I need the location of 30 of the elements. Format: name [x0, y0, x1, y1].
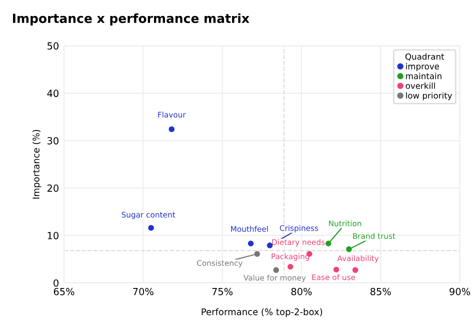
y-axis-title: Importance (%) [32, 130, 42, 199]
point [346, 246, 352, 252]
y-tick-label: 50 [48, 42, 58, 50]
legend-label: maintain [406, 72, 442, 80]
point [273, 267, 280, 273]
point [352, 267, 358, 273]
x-axis-title: Performance (% top-2-box) [202, 308, 322, 317]
point [254, 251, 260, 257]
x-tick-label: 75% [212, 288, 233, 296]
y-tick-label: 40 [47, 90, 58, 98]
y-tick-label: 10 [48, 232, 58, 240]
y-tick-label: 30 [48, 137, 58, 144]
legend-label: improve [406, 63, 440, 72]
x-tick-label: 65% [54, 288, 74, 296]
point [168, 126, 175, 132]
x-tick-label: 80% [291, 288, 312, 296]
y-tick-label: 20 [47, 184, 58, 192]
legend-label: low priority [406, 92, 452, 100]
point [248, 240, 254, 246]
x-tick-label: 85% [370, 288, 391, 296]
chart-title: Importance x performance matrix [13, 13, 250, 26]
point [333, 266, 340, 272]
legend-title: Quadrant [405, 53, 444, 61]
y-tick-label: 0 [54, 279, 58, 287]
point [148, 224, 154, 231]
legend-label: overkill [406, 82, 435, 89]
point [287, 264, 294, 270]
point [325, 240, 332, 246]
x-tick-label: 70% [133, 288, 154, 296]
x-tick-label: 90% [450, 288, 470, 296]
